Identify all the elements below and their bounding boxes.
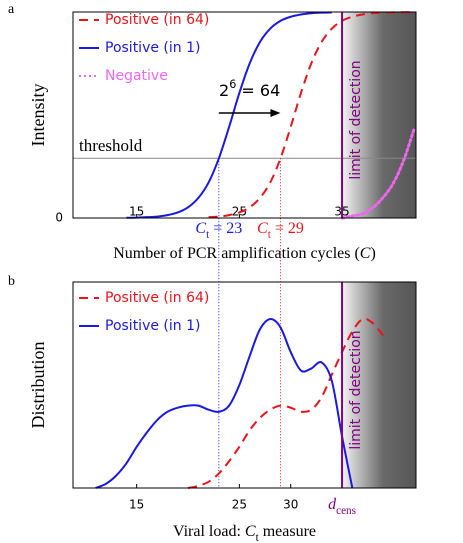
detection-region: [342, 12, 416, 218]
text-part: = 29: [271, 220, 304, 237]
arrow-label: 26 = 64: [219, 77, 280, 99]
text-part: t: [256, 532, 260, 543]
x-tick-label: 25: [232, 498, 247, 512]
text-part: t: [206, 229, 210, 241]
legend-label: Negative: [105, 68, 168, 84]
text-part: 6: [229, 77, 236, 90]
limit-label: limit of detection: [348, 330, 364, 449]
panel-letter: a: [8, 2, 15, 17]
text-part: measure: [259, 523, 316, 540]
panel-letter: b: [8, 274, 15, 289]
x-tick-label: 30: [283, 498, 298, 512]
x-tick-label: 15: [129, 498, 144, 512]
limit-label: limit of detection: [348, 60, 364, 179]
text-part: Viral load:: [173, 523, 245, 540]
ct-label: Ct = 29: [257, 220, 304, 241]
text-part: ): [370, 245, 375, 262]
y-tick-label: 0: [55, 211, 63, 225]
threshold-label: threshold: [79, 136, 143, 155]
series-line: [340, 127, 416, 220]
text-part: d: [328, 496, 337, 513]
text-part: C: [257, 220, 268, 237]
arrow-head: [270, 108, 281, 117]
series-line: [208, 11, 414, 219]
legend-label: Positive (in 1): [105, 40, 200, 56]
x-tick-label: 15: [129, 205, 144, 219]
legend-label: Positive (in 64): [105, 290, 209, 306]
text-part: = 64: [236, 80, 280, 99]
x-axis-label: Number of PCR amplification cycles (C): [113, 245, 376, 262]
series-line: [95, 318, 354, 489]
series-line: [187, 317, 384, 489]
detection-region: [342, 282, 416, 488]
text-part: C: [245, 523, 256, 540]
limit-tick-label: dcens: [328, 496, 356, 517]
text-part: 2: [219, 80, 229, 99]
y-axis-label: Intensity: [28, 84, 48, 147]
text-part: C: [360, 245, 371, 262]
series-line: [126, 11, 332, 219]
legend-label: Positive (in 1): [105, 318, 200, 334]
plot-frame: [72, 11, 417, 219]
ct-label: Ct = 23: [195, 220, 242, 241]
text-part: C: [195, 220, 206, 237]
y-axis-label: Distribution: [28, 341, 48, 428]
text-part: = 23: [209, 220, 242, 237]
x-axis-label: Viral load: Ct measure: [173, 523, 316, 543]
text-part: t: [268, 229, 272, 241]
legend-label: Positive (in 64): [105, 12, 209, 28]
text-part: Number of PCR amplification cycles (: [113, 245, 360, 262]
plot-frame: [72, 281, 417, 489]
text-part: cens: [336, 505, 356, 517]
